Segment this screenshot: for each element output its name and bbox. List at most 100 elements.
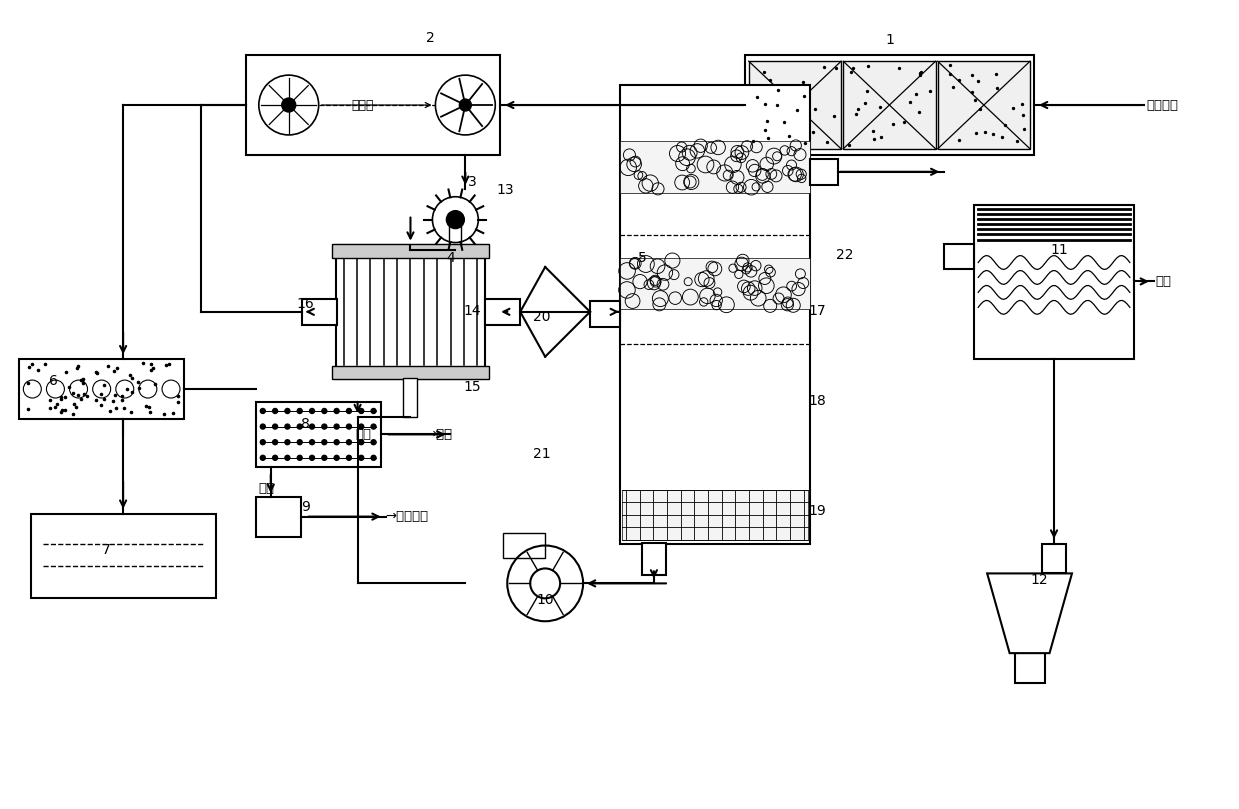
Point <box>22 358 42 371</box>
Text: 16: 16 <box>297 298 315 311</box>
Point <box>921 84 940 97</box>
Bar <box>590 302 620 328</box>
Point <box>814 61 834 74</box>
Point <box>1014 108 1033 121</box>
Point <box>1007 134 1027 147</box>
Bar <box>620 85 809 544</box>
Point <box>51 391 71 404</box>
Text: 19: 19 <box>809 504 826 518</box>
Point <box>94 379 114 392</box>
Bar <box>332 366 489 379</box>
Point <box>164 407 183 420</box>
Point <box>757 115 777 128</box>
Circle shape <box>297 409 302 413</box>
Point <box>975 125 995 138</box>
Circle shape <box>347 455 352 460</box>
Circle shape <box>260 424 265 429</box>
Point <box>965 93 985 106</box>
Bar <box>748 61 841 149</box>
Polygon shape <box>289 80 309 105</box>
Text: 20: 20 <box>534 311 551 324</box>
Bar <box>20 359 183 419</box>
Circle shape <box>359 440 364 445</box>
Bar <box>503 532 545 558</box>
Point <box>123 386 142 399</box>
Text: 21: 21 <box>533 447 551 461</box>
Point <box>64 398 84 411</box>
Circle shape <box>370 455 377 460</box>
Circle shape <box>359 455 364 460</box>
Point <box>767 99 787 112</box>
Point <box>90 388 110 400</box>
Text: 18: 18 <box>809 394 826 408</box>
Text: 7: 7 <box>102 544 110 557</box>
Circle shape <box>281 98 296 112</box>
Circle shape <box>260 409 265 413</box>
Point <box>36 358 56 371</box>
Point <box>1002 102 1022 115</box>
Circle shape <box>260 455 265 460</box>
Circle shape <box>285 409 290 413</box>
Point <box>859 60 878 73</box>
Bar <box>332 244 489 257</box>
Bar <box>255 402 380 467</box>
Circle shape <box>285 424 290 429</box>
Point <box>105 388 125 401</box>
Point <box>906 87 926 100</box>
Circle shape <box>322 455 327 460</box>
Circle shape <box>370 409 377 413</box>
Point <box>753 65 773 78</box>
Point <box>900 95 919 108</box>
Bar <box>974 205 1134 359</box>
Point <box>136 400 156 413</box>
Point <box>71 374 90 387</box>
Point <box>167 395 187 408</box>
Point <box>846 108 866 121</box>
Bar <box>620 141 809 193</box>
Circle shape <box>297 455 302 460</box>
Circle shape <box>322 409 327 413</box>
Point <box>90 399 110 412</box>
Text: 9: 9 <box>301 500 310 514</box>
Point <box>756 97 776 110</box>
Text: 2: 2 <box>426 32 435 45</box>
Point <box>805 102 825 115</box>
Circle shape <box>285 455 290 460</box>
Text: 6: 6 <box>48 374 58 388</box>
Point <box>107 362 126 375</box>
Point <box>63 386 83 399</box>
Point <box>883 118 903 131</box>
Text: →回收: →回收 <box>425 428 452 441</box>
Point <box>817 136 836 149</box>
Point <box>51 405 71 418</box>
Point <box>961 69 981 82</box>
Circle shape <box>335 440 339 445</box>
Circle shape <box>322 440 327 445</box>
Point <box>787 104 807 116</box>
Point <box>77 390 97 403</box>
Point <box>768 83 788 96</box>
Point <box>28 364 48 377</box>
Point <box>779 129 799 142</box>
Bar <box>620 257 809 309</box>
Point <box>104 364 124 377</box>
Circle shape <box>347 440 352 445</box>
Point <box>793 75 813 88</box>
Circle shape <box>310 409 315 413</box>
Circle shape <box>260 440 265 445</box>
Text: 10: 10 <box>536 593 554 608</box>
Circle shape <box>273 409 278 413</box>
Point <box>113 389 133 402</box>
Text: 3: 3 <box>468 175 477 188</box>
Point <box>761 74 781 87</box>
Text: 14: 14 <box>463 304 481 318</box>
Point <box>56 366 76 379</box>
Circle shape <box>446 210 465 229</box>
Bar <box>302 299 337 324</box>
Point <box>73 373 93 386</box>
Point <box>825 61 845 74</box>
Point <box>112 393 131 406</box>
Point <box>66 400 85 413</box>
Polygon shape <box>264 86 289 105</box>
Point <box>107 401 126 414</box>
